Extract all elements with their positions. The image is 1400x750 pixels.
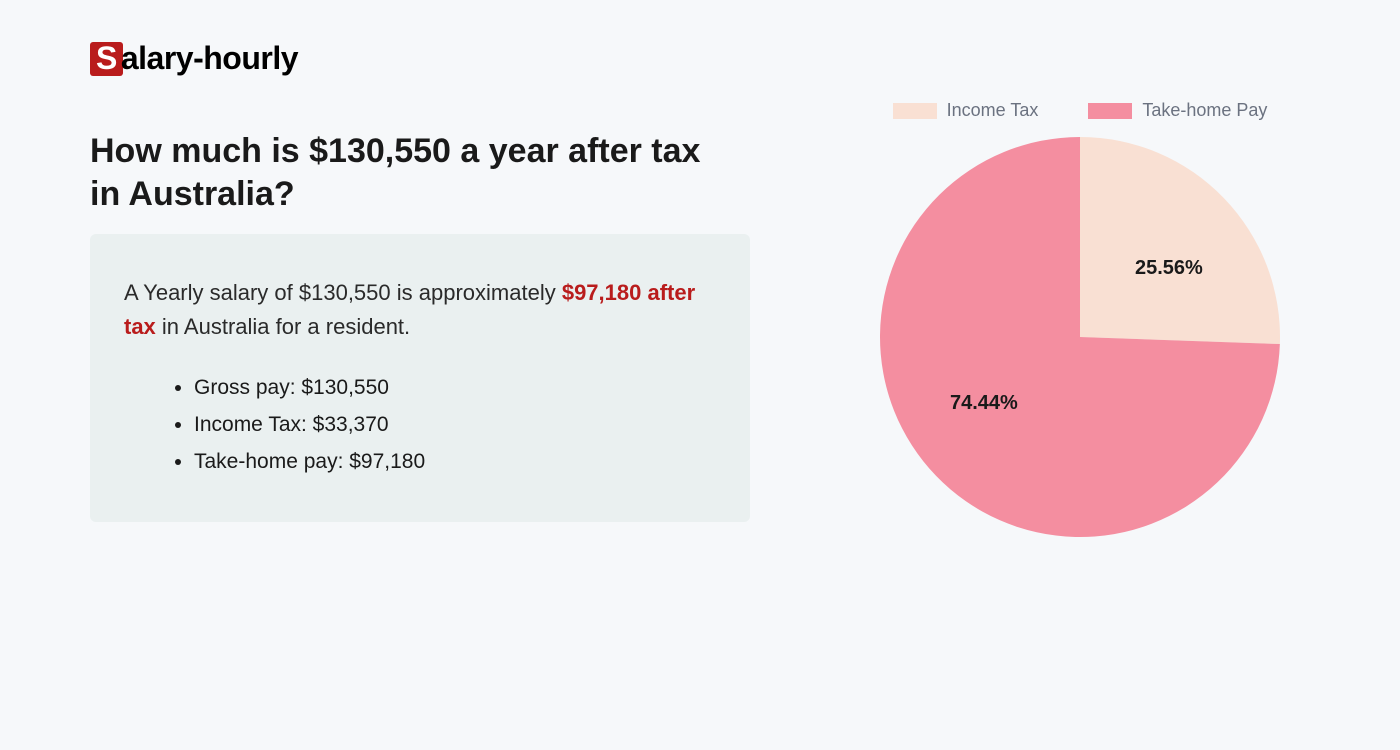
summary-box: A Yearly salary of $130,550 is approxima…	[90, 234, 750, 522]
chart-legend: Income Tax Take-home Pay	[850, 100, 1310, 121]
list-item: Gross pay: $130,550	[194, 370, 716, 407]
summary-before: A Yearly salary of $130,550 is approxima…	[124, 280, 562, 305]
slice-label-take-home: 74.44%	[950, 392, 1018, 415]
list-item: Income Tax: $33,370	[194, 407, 716, 444]
summary-text: A Yearly salary of $130,550 is approxima…	[124, 276, 716, 344]
pie-svg	[880, 137, 1280, 537]
pie-chart: 25.56% 74.44%	[880, 137, 1280, 537]
page-title: How much is $130,550 a year after tax in…	[90, 130, 710, 215]
legend-swatch	[893, 103, 937, 119]
legend-label: Take-home Pay	[1142, 100, 1267, 121]
pie-chart-area: Income Tax Take-home Pay 25.56% 74.44%	[850, 100, 1310, 537]
legend-swatch	[1088, 103, 1132, 119]
list-item: Take-home pay: $97,180	[194, 444, 716, 481]
legend-item-take-home: Take-home Pay	[1088, 100, 1267, 121]
legend-label: Income Tax	[947, 100, 1039, 121]
logo-badge: S	[90, 42, 123, 76]
summary-bullets: Gross pay: $130,550 Income Tax: $33,370 …	[124, 370, 716, 480]
summary-after: in Australia for a resident.	[156, 314, 410, 339]
logo-text: alary-hourly	[121, 40, 298, 76]
slice-label-income-tax: 25.56%	[1135, 257, 1203, 280]
site-logo: Salary-hourly	[90, 40, 298, 77]
legend-item-income-tax: Income Tax	[893, 100, 1039, 121]
